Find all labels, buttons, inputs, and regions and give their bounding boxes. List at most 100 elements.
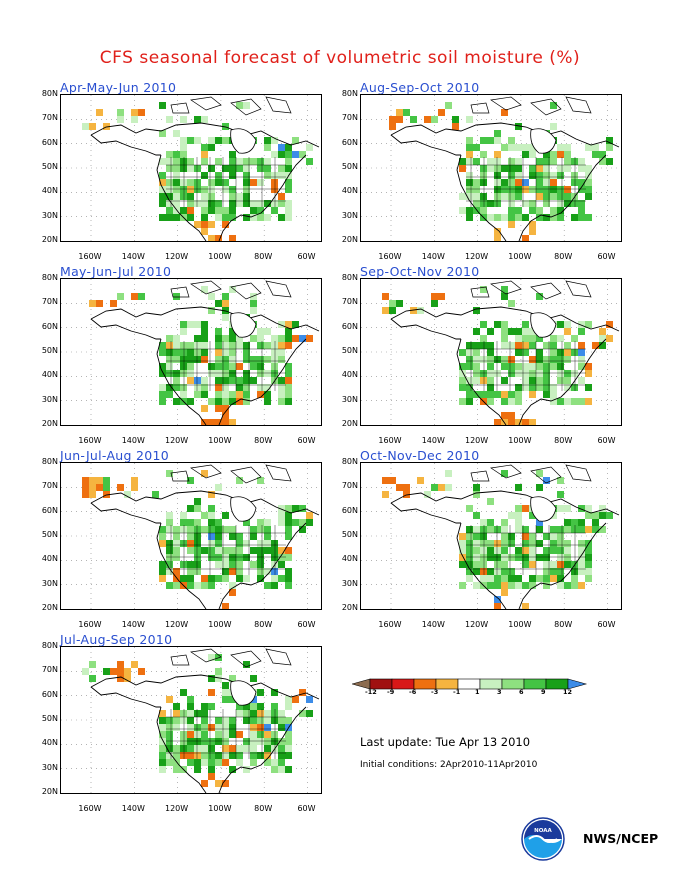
anomaly-cell xyxy=(501,193,508,200)
anomaly-cell xyxy=(229,200,236,207)
anomaly-cell xyxy=(438,484,445,491)
map-svg xyxy=(361,463,621,609)
lat-tick-label: 20N xyxy=(341,419,358,428)
anomaly-cell xyxy=(229,675,236,682)
legend-tick-label: 3 xyxy=(497,688,502,696)
anomaly-cell xyxy=(487,582,494,589)
anomaly-cell xyxy=(222,696,229,703)
anomaly-cell xyxy=(571,214,578,221)
anomaly-cell xyxy=(236,533,243,540)
anomaly-cell xyxy=(487,363,494,370)
anomaly-cell xyxy=(173,165,180,172)
anomaly-cell xyxy=(264,370,271,377)
anomaly-cell xyxy=(578,214,585,221)
anomaly-cell xyxy=(466,391,473,398)
anomaly-cell xyxy=(194,554,201,561)
anomaly-cell xyxy=(229,165,236,172)
anomaly-cell xyxy=(285,377,292,384)
anomaly-cell xyxy=(473,377,480,384)
lat-tick-label: 50N xyxy=(41,714,58,723)
anomaly-cell xyxy=(180,384,187,391)
anomaly-cell xyxy=(264,752,271,759)
lat-tick-label: 40N xyxy=(341,370,358,380)
anomaly-cell xyxy=(271,137,278,144)
anomaly-cell xyxy=(215,675,222,682)
anomaly-cell xyxy=(250,356,257,363)
anomaly-cell xyxy=(222,349,229,356)
anomaly-cell xyxy=(166,582,173,589)
lat-tick-label: 50N xyxy=(341,162,358,171)
anomaly-cell xyxy=(529,363,536,370)
anomaly-cell xyxy=(515,384,522,391)
anomaly-cell xyxy=(536,484,543,491)
anomaly-cell xyxy=(278,349,285,356)
anomaly-cell xyxy=(466,186,473,193)
figure-title: CFS seasonal forecast of volumetric soil… xyxy=(99,48,581,68)
anomaly-cell xyxy=(564,349,571,356)
anomaly-cell xyxy=(201,214,208,221)
anomaly-cell xyxy=(264,342,271,349)
anomaly-cell xyxy=(508,221,515,228)
anomaly-cell xyxy=(131,109,138,116)
map-panel: Apr-May-Jun 2010 80N 70N 60N 50N 40N 30N 20N 16… xyxy=(34,80,334,265)
anomaly-cell xyxy=(578,349,585,356)
anomaly-cell xyxy=(208,193,215,200)
anomaly-cell xyxy=(557,193,564,200)
anomaly-cell xyxy=(543,186,550,193)
agency-label: NWS/NCEP xyxy=(583,831,659,846)
anomaly-cell xyxy=(592,151,599,158)
anomaly-cell xyxy=(229,554,236,561)
anomaly-cell xyxy=(599,335,606,342)
anomaly-cell xyxy=(194,540,201,547)
anomaly-cell xyxy=(194,759,201,766)
anomaly-cell xyxy=(222,370,229,377)
anomaly-cell xyxy=(306,512,313,519)
anomaly-cell xyxy=(480,540,487,547)
anomaly-cell xyxy=(201,724,208,731)
anomaly-cell xyxy=(459,363,466,370)
anomaly-cell xyxy=(201,405,208,412)
anomaly-cell xyxy=(201,349,208,356)
anomaly-cell xyxy=(187,540,194,547)
anomaly-cell xyxy=(180,349,187,356)
anomaly-cell xyxy=(166,561,173,568)
anomaly-cell xyxy=(382,491,389,498)
anomaly-cell xyxy=(480,526,487,533)
anomaly-cell xyxy=(459,158,466,165)
anomaly-cell xyxy=(208,533,215,540)
anomaly-cell xyxy=(487,519,494,526)
anomaly-cell xyxy=(271,356,278,363)
anomaly-cell xyxy=(501,412,508,419)
anomaly-cell xyxy=(292,505,299,512)
anomaly-cell xyxy=(208,512,215,519)
hudson-bay xyxy=(530,128,557,154)
anomaly-cell xyxy=(271,200,278,207)
anomaly-cell xyxy=(585,144,592,151)
anomaly-cell xyxy=(264,540,271,547)
lat-tick-label: 70N xyxy=(41,665,58,675)
anomaly-cell xyxy=(166,158,173,165)
anomaly-cell xyxy=(250,335,257,342)
anomaly-cell xyxy=(285,554,292,561)
anomaly-cell xyxy=(110,668,117,675)
anomaly-cell xyxy=(117,484,124,491)
anomaly-cell xyxy=(215,328,222,335)
anomaly-cell xyxy=(201,186,208,193)
anomaly-cell xyxy=(473,484,480,491)
anomaly-cell xyxy=(215,335,222,342)
anomaly-cell xyxy=(201,526,208,533)
anomaly-cell xyxy=(250,752,257,759)
anomaly-cell xyxy=(494,158,501,165)
anomaly-cell xyxy=(173,342,180,349)
anomaly-cell xyxy=(285,144,292,151)
anomaly-cell xyxy=(536,172,543,179)
anomaly-cell xyxy=(243,193,250,200)
anomaly-cell xyxy=(459,207,466,214)
anomaly-cell xyxy=(522,335,529,342)
anomaly-cell xyxy=(494,540,501,547)
anomaly-cell xyxy=(557,186,564,193)
anomaly-cell xyxy=(180,745,187,752)
anomaly-cell xyxy=(173,582,180,589)
anomaly-cell xyxy=(557,165,564,172)
anomaly-cell xyxy=(201,759,208,766)
